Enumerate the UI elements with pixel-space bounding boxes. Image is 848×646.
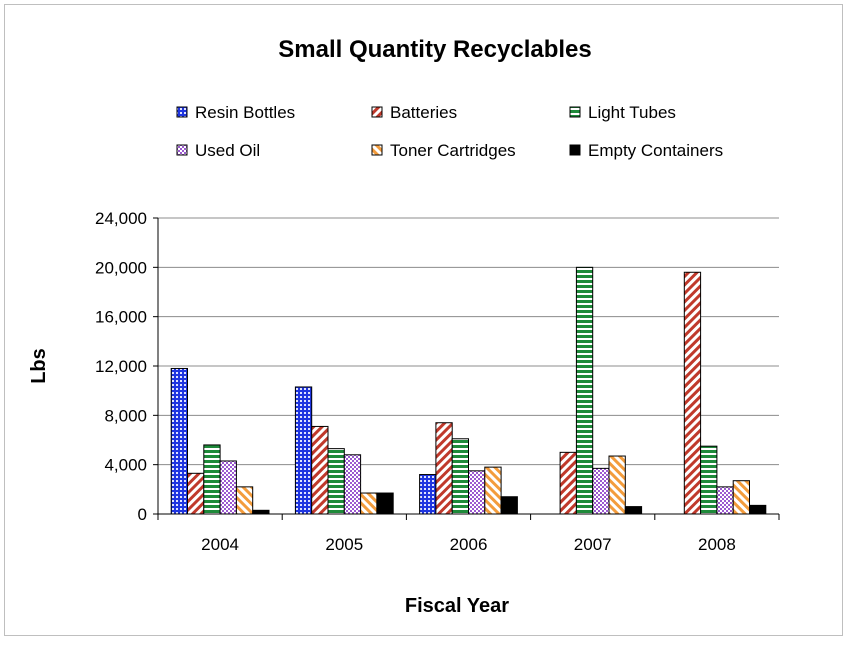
legend-item-resin-bottles: Resin Bottles bbox=[176, 103, 295, 122]
legend: Resin Bottles Batteries Light Tubes Used Oi… bbox=[176, 103, 723, 160]
x-tick-label: 2007 bbox=[574, 535, 612, 554]
legend-label: Batteries bbox=[390, 103, 457, 122]
axes bbox=[153, 217, 780, 520]
bar-used-oil-2005 bbox=[343, 454, 362, 515]
y-tick-label: 12,000 bbox=[95, 357, 147, 376]
x-axis-label: Fiscal Year bbox=[405, 595, 509, 617]
bar-toner-cartridges-2004 bbox=[235, 486, 254, 515]
legend-item-empty-containers: Empty Containers bbox=[569, 141, 723, 160]
bar-batteries-2007 bbox=[559, 451, 577, 515]
bar-toner-cartridges-2008 bbox=[732, 480, 751, 515]
legend-item-light-tubes: Light Tubes bbox=[569, 103, 676, 122]
bar-used-oil-2006 bbox=[468, 470, 486, 515]
bar-empty-containers-2006 bbox=[500, 496, 518, 515]
legend-item-batteries: Batteries bbox=[371, 103, 457, 122]
x-tick-labels: 2004 2005 2006 2007 2008 bbox=[201, 535, 736, 554]
legend-item-toner-cartridges: Toner Cartridges bbox=[371, 141, 516, 160]
bar-resin-bottles-2006 bbox=[419, 474, 437, 515]
bar-batteries-2006 bbox=[435, 422, 453, 515]
bar-batteries-2008 bbox=[683, 271, 702, 515]
bar-light-tubes-2006 bbox=[451, 438, 470, 515]
legend-swatch bbox=[176, 144, 188, 156]
bar-toner-cartridges-2007 bbox=[608, 455, 626, 515]
bars bbox=[170, 266, 767, 515]
y-tick-label: 4,000 bbox=[104, 456, 147, 475]
x-tick-label: 2008 bbox=[698, 535, 736, 554]
legend-swatch bbox=[371, 144, 383, 156]
chart-frame bbox=[4, 4, 843, 636]
bar-empty-containers-2004 bbox=[252, 509, 270, 515]
y-tick-labels: 0 4,000 8,000 12,000 16,000 20,000 24,000 bbox=[95, 209, 147, 524]
legend-swatch bbox=[371, 106, 383, 118]
y-tick-label: 20,000 bbox=[95, 258, 147, 277]
bar-empty-containers-2008 bbox=[749, 504, 767, 515]
legend-label: Light Tubes bbox=[588, 103, 676, 122]
y-tick-label: 0 bbox=[138, 505, 147, 524]
bar-light-tubes-2004 bbox=[203, 444, 221, 515]
legend-swatch bbox=[569, 144, 581, 156]
bar-light-tubes-2005 bbox=[327, 448, 345, 515]
y-tick-label: 16,000 bbox=[95, 308, 147, 327]
chart-title: Small Quantity Recyclables bbox=[278, 36, 591, 63]
bar-batteries-2005 bbox=[311, 425, 329, 515]
x-tick-label: 2004 bbox=[201, 535, 239, 554]
legend-swatch bbox=[176, 106, 188, 118]
bar-empty-containers-2005 bbox=[376, 492, 394, 515]
legend-swatch bbox=[569, 106, 581, 118]
bar-used-oil-2004 bbox=[219, 460, 237, 515]
x-tick-label: 2005 bbox=[325, 535, 363, 554]
y-tick-label: 8,000 bbox=[104, 406, 147, 425]
bar-light-tubes-2008 bbox=[700, 445, 718, 515]
bar-resin-bottles-2005 bbox=[294, 386, 313, 515]
legend-item-used-oil: Used Oil bbox=[176, 141, 260, 160]
bar-resin-bottles-2004 bbox=[170, 367, 188, 515]
y-axis-label: Lbs bbox=[28, 348, 50, 384]
x-tick-label: 2006 bbox=[450, 535, 488, 554]
legend-label: Resin Bottles bbox=[195, 103, 295, 122]
bar-batteries-2004 bbox=[187, 472, 205, 515]
legend-label: Used Oil bbox=[195, 141, 260, 160]
legend-label: Empty Containers bbox=[588, 141, 723, 160]
y-tick-label: 24,000 bbox=[95, 209, 147, 228]
bar-toner-cartridges-2005 bbox=[360, 492, 378, 515]
bar-used-oil-2008 bbox=[716, 486, 734, 515]
bar-used-oil-2007 bbox=[592, 467, 610, 515]
legend-label: Toner Cartridges bbox=[390, 141, 516, 160]
bar-empty-containers-2007 bbox=[624, 506, 643, 515]
bar-light-tubes-2007 bbox=[575, 266, 594, 515]
bar-toner-cartridges-2006 bbox=[484, 466, 502, 515]
